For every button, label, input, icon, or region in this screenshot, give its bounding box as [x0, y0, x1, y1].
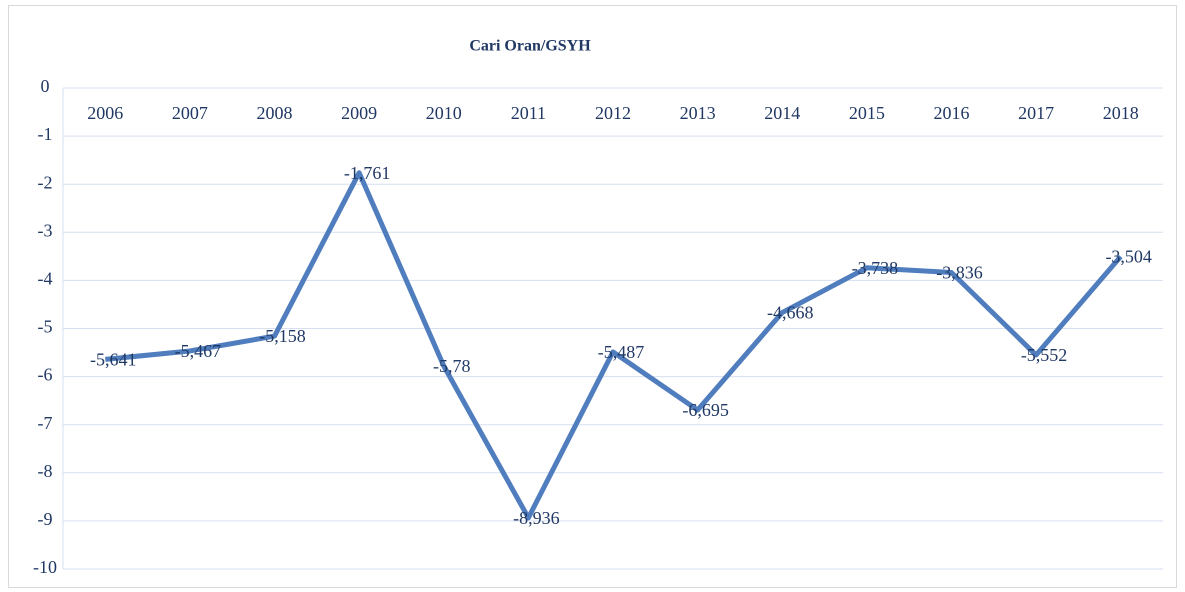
x-tick-label: 2011 [511, 103, 546, 123]
chart-title: Cari Oran/GSYH [469, 38, 591, 55]
y-tick-label: -3 [38, 220, 53, 240]
x-tick-label: 2006 [87, 103, 123, 123]
x-tick-label: 2009 [341, 103, 377, 123]
data-label: -3,836 [936, 263, 983, 283]
data-label: -8,936 [513, 508, 560, 528]
data-label: -5,158 [259, 326, 306, 346]
data-label: -1,761 [344, 163, 391, 183]
data-label: -3,504 [1105, 247, 1152, 267]
data-label: -5,552 [1021, 345, 1068, 365]
data-label: -6,695 [682, 400, 729, 420]
line [105, 170, 1123, 521]
x-tick-label: 2013 [680, 103, 716, 123]
chart-border [8, 5, 1177, 588]
y-tick-label: -1 [38, 124, 53, 144]
data-label: -5,467 [175, 341, 222, 361]
x-tick-label: 2010 [426, 103, 462, 123]
x-tick-label: 2015 [849, 103, 885, 123]
x-tick-label: 2016 [933, 103, 969, 123]
y-tick-label: 0 [41, 76, 50, 96]
x-tick-label: 2018 [1103, 103, 1139, 123]
y-tick-label: -5 [38, 317, 53, 337]
data-label: -5,78 [433, 356, 471, 376]
y-tick-label: -2 [38, 172, 53, 192]
y-tick-label: -4 [38, 269, 53, 289]
x-tick-label: 2014 [764, 103, 800, 123]
data-label: -4,668 [767, 303, 814, 323]
y-tick-label: -6 [38, 365, 53, 385]
data-label: -5,487 [598, 342, 645, 362]
x-tick-label: 2008 [257, 103, 293, 123]
x-tick-label: 2017 [1018, 103, 1054, 123]
x-tick-label: 2012 [595, 103, 631, 123]
data-label: -5,641 [90, 349, 137, 369]
y-tick-label: -10 [33, 557, 57, 577]
y-tick-label: -8 [38, 461, 53, 481]
y-tick-label: -7 [38, 413, 53, 433]
data-label: -3,738 [852, 258, 899, 278]
y-tick-label: -9 [38, 509, 53, 529]
x-tick-label: 2007 [172, 103, 208, 123]
